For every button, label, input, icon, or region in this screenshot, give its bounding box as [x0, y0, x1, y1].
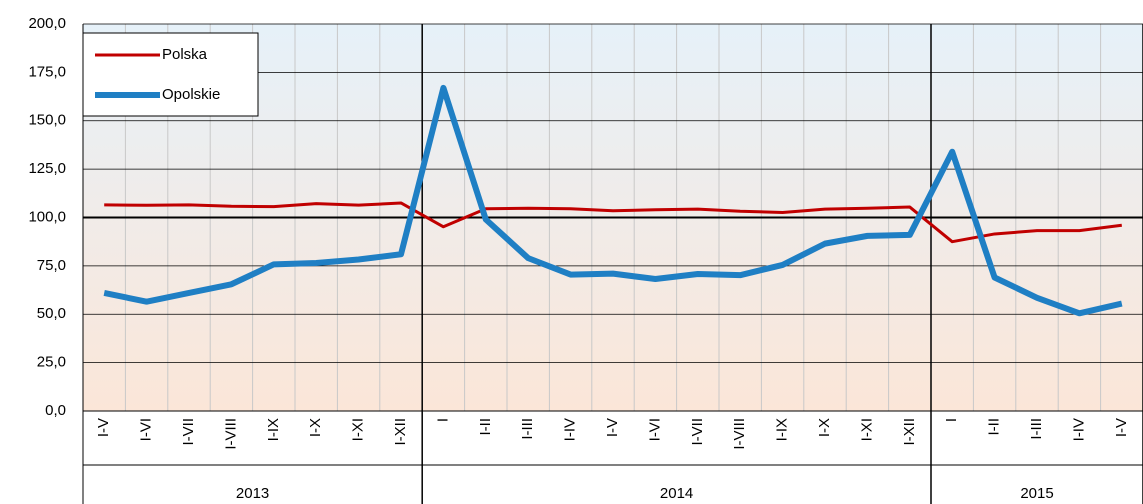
x-tick-label: I-X [307, 418, 324, 437]
y-tick-label: 75,0 [37, 257, 66, 274]
y-tick-label: 25,0 [37, 354, 66, 371]
x-tick-label: I [943, 418, 960, 422]
x-tick-label: I-VI [138, 418, 155, 441]
legend-label: Opolskie [162, 86, 220, 103]
legend-box [82, 32, 259, 117]
x-tick-label: I-IV [1070, 418, 1087, 441]
x-tick-label: I-VIII [222, 418, 239, 450]
x-tick-label: I-III [1028, 418, 1045, 440]
y-tick-label: 50,0 [37, 305, 66, 322]
x-tick-label: I-V [604, 418, 621, 437]
y-tick-label: 150,0 [28, 112, 66, 129]
x-tick-label: I-XI [858, 418, 875, 441]
y-tick-label: 0,0 [45, 402, 66, 419]
x-tick-label: I-IV [562, 418, 579, 441]
x-tick-label: I-XII [901, 418, 918, 446]
x-tick-label: I-VI [646, 418, 663, 441]
series-line [104, 201, 1122, 244]
x-tick-label: I-VII [689, 418, 706, 446]
x-tick-label: I [434, 418, 451, 422]
x-tick-label: I-V [1113, 418, 1130, 437]
x-tick-label: I-III [519, 418, 536, 440]
x-tick-label: I-II [986, 418, 1003, 436]
x-tick-label: I-XI [350, 418, 367, 441]
group-label: 2014 [660, 485, 693, 502]
x-tick-label: I-VII [180, 418, 197, 446]
x-tick-label: I-X [816, 418, 833, 437]
y-tick-label: 125,0 [28, 160, 66, 177]
y-tick-label: 175,0 [28, 63, 66, 80]
x-tick-label: I-XII [392, 418, 409, 446]
y-tick-label: 200,0 [28, 15, 66, 32]
x-tick-label: I-IX [265, 418, 282, 441]
x-tick-label: I-II [477, 418, 494, 436]
x-tick-label: I-V [95, 418, 112, 437]
group-label: 2015 [1020, 485, 1053, 502]
x-tick-label: I-VIII [731, 418, 748, 450]
group-label: 2013 [236, 485, 269, 502]
legend-label: Polska [162, 46, 208, 63]
x-tick-label: I-IX [774, 418, 791, 441]
series-line [103, 84, 1123, 317]
y-tick-label: 100,0 [28, 208, 66, 225]
